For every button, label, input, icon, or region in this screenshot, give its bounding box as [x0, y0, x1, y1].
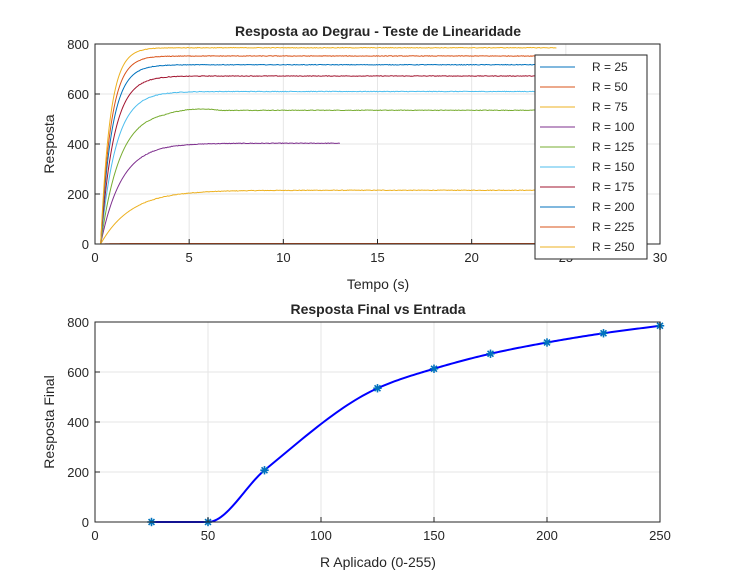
y-tick-label: 400	[67, 137, 89, 152]
legend-entry: R = 25	[592, 60, 628, 74]
y-tick-label: 800	[67, 37, 89, 52]
legend-entry: R = 75	[592, 100, 628, 114]
data-point-marker	[542, 338, 552, 347]
x-tick-label: 250	[649, 528, 671, 543]
legend-entry: R = 225	[592, 220, 635, 234]
y-tick-label: 400	[67, 415, 89, 430]
data-point-marker	[486, 349, 495, 358]
final-response-chart: 0 50 100 150 200 250 0 200 400 600 800 Resposta Fi…	[41, 301, 671, 570]
x-tick-label: 20	[464, 250, 478, 265]
y-tick-label: 200	[67, 465, 89, 480]
y-axis-label-1: Resposta	[41, 114, 57, 173]
series-line-6	[95, 75, 557, 245]
series-line-2	[95, 189, 557, 245]
x-tick-label: 150	[423, 528, 445, 543]
legend-entry: R = 125	[592, 140, 635, 154]
y-tick-label: 800	[67, 315, 89, 330]
x-tick-label: 100	[310, 528, 332, 543]
y-tick-label: 600	[67, 87, 89, 102]
chart-title-1: Resposta ao Degrau - Teste de Linearidad…	[235, 23, 521, 39]
data-point-marker	[599, 329, 608, 338]
x-tick-label: 5	[186, 250, 193, 265]
x-tick-label: 0	[91, 528, 98, 543]
series-line-8	[95, 55, 557, 245]
series-line-4	[95, 108, 557, 245]
legend-entry: R = 200	[592, 200, 635, 214]
x-tick-label: 15	[370, 250, 384, 265]
x-tick-label: 200	[536, 528, 558, 543]
y-tick-label: 200	[67, 187, 89, 202]
x-tick-label: 30	[653, 250, 667, 265]
legend-entry: R = 100	[592, 120, 635, 134]
data-point-marker	[373, 384, 382, 393]
y-tick-label: 600	[67, 365, 89, 380]
x-tick-label: 0	[91, 250, 98, 265]
legend-entry: R = 50	[592, 80, 628, 94]
legend-entry: R = 175	[592, 180, 635, 194]
y-tick-label: 0	[82, 237, 89, 252]
x-tick-label: 50	[201, 528, 215, 543]
series-line-7	[95, 63, 557, 245]
y-axis-label-2: Resposta Final	[41, 375, 57, 468]
series-line-3	[95, 142, 341, 245]
series-line-9	[95, 46, 557, 245]
x-axis-label-1: Tempo (s)	[347, 276, 409, 292]
legend-entry: R = 250	[592, 240, 635, 254]
data-point-marker	[429, 364, 439, 373]
step-response-chart: 0510152025300200400600800 Resposta ao De…	[41, 23, 667, 292]
x-tick-label: 10	[276, 250, 290, 265]
x-axis-label-2: R Aplicado (0-255)	[320, 554, 436, 570]
y-tick-label: 0	[82, 515, 89, 530]
chart-title-2: Resposta Final vs Entrada	[290, 301, 465, 317]
series-line-5	[95, 90, 557, 245]
ticks-2: 0 50 100 150 200 250 0 200 400 600 800	[67, 315, 671, 543]
data-point-marker	[260, 466, 269, 475]
legend-box	[534, 54, 648, 260]
legend: R = 25 R = 50 R = 75 R = 100 R = 125 R = 150 R…	[534, 54, 648, 260]
legend-entry: R = 150	[592, 160, 635, 174]
